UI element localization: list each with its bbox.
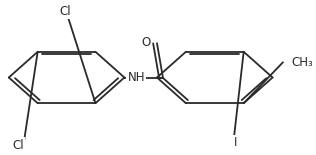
Text: I: I [234, 136, 237, 149]
Text: CH₃: CH₃ [292, 56, 313, 69]
Text: O: O [141, 36, 151, 49]
Text: Cl: Cl [12, 139, 23, 152]
Text: Cl: Cl [59, 5, 71, 18]
Text: NH: NH [127, 71, 145, 84]
